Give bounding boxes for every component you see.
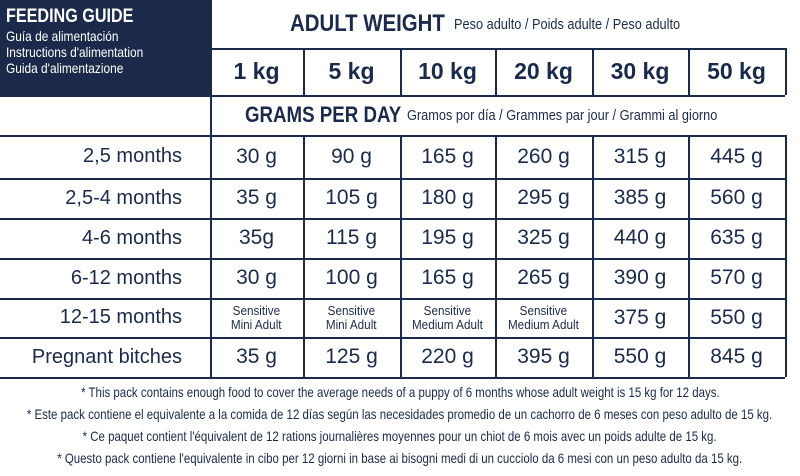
grid-line	[0, 377, 785, 379]
grid-line	[0, 337, 785, 339]
weight: 30 kg	[610, 58, 670, 84]
cell: 265 g	[517, 266, 570, 289]
grid-line	[688, 48, 690, 95]
weight: 50 kg	[707, 58, 766, 84]
cell: 375 g	[613, 305, 667, 329]
grid-line	[688, 135, 690, 377]
cell-line: Sensitive	[423, 302, 472, 318]
header-title: FEEDING GUIDE	[6, 6, 134, 27]
footnote: * This pack contains enough food to cove…	[0, 381, 800, 403]
header-subtitles: Guía de alimentación Instructions d'alim…	[6, 28, 179, 76]
cell: 390 g	[613, 266, 667, 289]
row-label: 2,5 months	[83, 145, 182, 167]
cell: Sensitive Mini Adult	[303, 298, 400, 337]
weight: 20 kg	[514, 58, 573, 84]
cell: 100 g	[325, 266, 378, 289]
row-label: 4-6 months	[81, 226, 182, 249]
cell: 560 g	[710, 186, 763, 209]
grid-line	[210, 48, 785, 50]
cell: 260 g	[517, 144, 570, 168]
subtitle: Guía de alimentación	[6, 28, 119, 44]
cell: 35 g	[236, 186, 277, 209]
grid-line	[592, 48, 594, 95]
grid-line	[785, 135, 787, 377]
grid-line	[400, 135, 402, 377]
cell: 445 g	[710, 144, 763, 168]
footnote-text: * Ce paquet contient l'équivalent de 12 …	[82, 428, 717, 444]
cell: 440 g	[613, 226, 667, 249]
cell: Sensitive Medium Adult	[495, 298, 592, 337]
cell: 125 g	[325, 345, 378, 368]
cell: 635 g	[710, 226, 763, 249]
grid-line	[0, 298, 785, 300]
grid-line	[400, 48, 402, 95]
cell: 550 g	[613, 345, 667, 368]
row-label: 6-12 months	[70, 266, 182, 289]
grid-line	[0, 218, 785, 220]
footnote-text: * Questo pack contiene l'equivalente in …	[57, 450, 743, 466]
footnote-text: * This pack contains enough food to cove…	[80, 384, 720, 400]
subtitle: Guida d'alimentazione	[6, 60, 124, 76]
cell-line: Mini Adult	[326, 316, 377, 332]
footnote: * Ce paquet contient l'équivalent de 12 …	[0, 425, 800, 447]
row-label: Pregnant bitches	[31, 345, 182, 368]
cell: 295 g	[517, 186, 570, 209]
grams-title: GRAMS PER DAY	[245, 102, 402, 127]
cell: 315 g	[613, 144, 667, 168]
cell-line: Medium Adult	[412, 316, 483, 332]
grid-line	[495, 135, 497, 377]
subtitle: Instructions d'alimentation	[6, 44, 144, 60]
weight: 10 kg	[418, 58, 477, 84]
adult-weight-header: ADULT WEIGHT Peso adulto / Poids adulte …	[290, 0, 720, 48]
adult-weight-translations: Peso adulto / Poids adulte / Peso adulto	[454, 15, 681, 33]
footnote-text: * Este pack contiene el equivalente a la…	[27, 406, 773, 422]
grams-translations: Gramos por día / Grammes par jour / Gram…	[407, 106, 718, 124]
grid-line	[0, 178, 785, 180]
grid-line	[785, 48, 787, 95]
grid-line	[0, 258, 785, 260]
grid-line	[303, 48, 305, 95]
grid-line	[0, 95, 785, 97]
cell: 550 g	[710, 305, 763, 329]
cell: Sensitive Mini Adult	[210, 298, 303, 337]
cell-line: Sensitive	[327, 302, 376, 318]
cell: 845 g	[710, 345, 763, 368]
cell: 115 g	[326, 226, 377, 249]
cell: 165 g	[421, 266, 474, 289]
cell: 385 g	[613, 186, 667, 209]
footnote: * Questo pack contiene l'equivalente in …	[0, 447, 800, 469]
cell: 165 g	[421, 144, 474, 168]
weight: 5 kg	[328, 58, 375, 84]
weight: 1 kg	[233, 58, 280, 84]
cell: 30 g	[236, 266, 277, 289]
row-label: 12-15 months	[59, 306, 182, 328]
cell-line: Mini Adult	[231, 316, 282, 332]
grid-line	[303, 135, 305, 377]
cell: 180 g	[421, 186, 474, 209]
cell: 325 g	[517, 226, 570, 249]
cell-line: Medium Adult	[508, 316, 579, 332]
grid-line	[592, 135, 594, 377]
row-label: 2,5-4 months	[65, 186, 182, 209]
cell: 35g	[238, 226, 275, 249]
adult-weight-title: ADULT WEIGHT	[290, 10, 445, 37]
grid-line	[210, 0, 212, 377]
footnote: * Este pack contiene el equivalente a la…	[0, 403, 800, 425]
cell: 395 g	[517, 345, 570, 368]
cell: 220 g	[421, 345, 474, 368]
cell: 570 g	[710, 266, 763, 289]
header-box: FEEDING GUIDE Guía de alimentación Instr…	[0, 0, 210, 95]
cell: 90 g	[331, 144, 372, 168]
cell: 35 g	[236, 345, 277, 368]
grid-line	[0, 135, 785, 137]
cell: 105 g	[325, 186, 378, 209]
grams-header: GRAMS PER DAY Gramos por día / Grammes p…	[245, 95, 772, 135]
cell-line: Sensitive	[232, 302, 281, 318]
cell-line: Sensitive	[519, 302, 568, 318]
grid-line	[495, 48, 497, 95]
cell: 195 g	[421, 226, 474, 249]
cell: Sensitive Medium Adult	[400, 298, 495, 337]
cell: 30 g	[236, 144, 277, 168]
